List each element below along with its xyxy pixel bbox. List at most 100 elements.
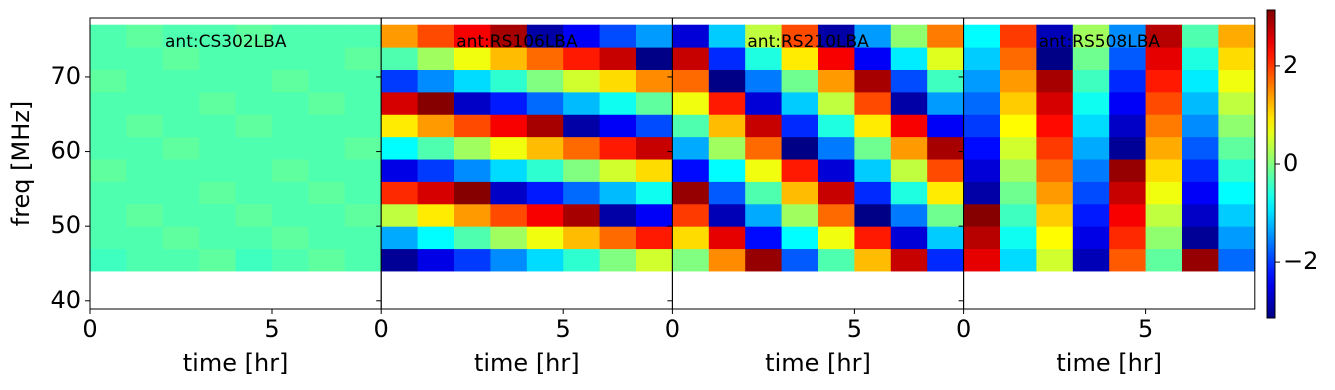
- y-tick-label: 40: [50, 286, 81, 314]
- heatmap-cell: [781, 91, 819, 115]
- heatmap-cell: [1109, 136, 1147, 160]
- heatmap-cell: [563, 248, 601, 272]
- heatmap-cell: [708, 114, 746, 138]
- heatmap-cell: [454, 181, 491, 205]
- heatmap-cell: [745, 181, 783, 205]
- heatmap-cell: [563, 91, 601, 115]
- panel-title: ant:CS302LBA: [165, 32, 287, 52]
- heatmap-cell: [963, 136, 1001, 160]
- x-tick-label: 0: [82, 315, 97, 343]
- heatmap-cell: [381, 24, 419, 48]
- heatmap-cell: [90, 181, 127, 205]
- heatmap-cell: [1109, 203, 1147, 227]
- heatmap-cell: [1036, 136, 1074, 160]
- heatmap-cell: [1072, 248, 1110, 272]
- heatmap-cell: [854, 91, 892, 115]
- heatmap-cell: [526, 114, 564, 138]
- heatmap-cell: [344, 226, 382, 250]
- heatmap-cell: [272, 69, 309, 93]
- heatmap-cell: [199, 24, 237, 48]
- heatmap-cell: [636, 226, 673, 250]
- heatmap-cell: [1218, 181, 1256, 205]
- heatmap-cell: [90, 136, 127, 160]
- heatmap-cell: [599, 181, 637, 205]
- heatmap-cell: [344, 159, 382, 182]
- heatmap-cell: [636, 159, 673, 182]
- heatmap-cell: [1182, 136, 1219, 160]
- heatmap-cell: [272, 114, 309, 138]
- x-tick-label: 5: [1138, 315, 1153, 343]
- plot-frame: [963, 17, 1256, 310]
- heatmap-cell: [199, 91, 237, 115]
- heatmap-cell: [963, 181, 1001, 205]
- heatmap-cell: [344, 181, 382, 205]
- heatmap-cell: [126, 159, 164, 182]
- heatmap-cell: [599, 159, 637, 182]
- heatmap-cell: [745, 159, 783, 182]
- heatmap-cell: [235, 181, 273, 205]
- heatmap-cell: [526, 136, 564, 160]
- heatmap-cell: [818, 91, 855, 115]
- heatmap-cell: [344, 24, 382, 48]
- heatmap-cell: [1109, 91, 1147, 115]
- heatmap-cell: [272, 226, 309, 250]
- heatmap-cell: [90, 91, 127, 115]
- heatmap-cell: [708, 136, 746, 160]
- heatmap-cell: [781, 24, 819, 48]
- heatmap-cell: [854, 248, 892, 272]
- heatmap-cell: [563, 114, 601, 138]
- heatmap-cell: [745, 226, 783, 250]
- heatmap-cell: [818, 248, 855, 272]
- heatmap-cell: [927, 136, 965, 160]
- heatmap-cell: [1145, 159, 1183, 182]
- heatmap-cell: [308, 248, 346, 272]
- heatmap-cell: [454, 136, 491, 160]
- heatmap-cell: [162, 24, 200, 48]
- heatmap-cell: [235, 47, 273, 70]
- heatmap-cell: [526, 69, 564, 93]
- heatmap-cell: [1109, 226, 1147, 250]
- heatmap-cell: [781, 69, 819, 93]
- heatmap-cell: [781, 181, 819, 205]
- heatmap-cell: [563, 69, 601, 93]
- heatmap-cell: [1182, 69, 1219, 93]
- heatmap-cell: [1145, 181, 1183, 205]
- heatmap-cell: [708, 159, 746, 182]
- heatmap-cell: [599, 47, 637, 70]
- heatmap-cell: [1109, 181, 1147, 205]
- heatmap-cell: [344, 69, 382, 93]
- heatmap-cell: [818, 69, 855, 93]
- heatmap-cell: [745, 248, 783, 272]
- heatmap-cell: [1182, 203, 1219, 227]
- heatmap-cell: [454, 24, 491, 48]
- heatmap-cell: [1109, 159, 1147, 182]
- x-tick-label: 5: [264, 315, 279, 343]
- heatmap-cell: [927, 47, 965, 70]
- heatmap-cell: [708, 181, 746, 205]
- heatmap-cell: [599, 24, 637, 48]
- heatmap-cell: [1109, 248, 1147, 272]
- heatmap-cell: [1218, 248, 1256, 272]
- heatmap-cell: [490, 159, 528, 182]
- heatmap-cell: [90, 69, 127, 93]
- heatmap-cell: [526, 91, 564, 115]
- heatmap-cell: [672, 69, 710, 93]
- heatmap-cell: [381, 136, 419, 160]
- y-axis-label: freq [MHz]: [7, 101, 35, 227]
- heatmap-cell: [417, 159, 455, 182]
- heatmap-cell: [1000, 181, 1037, 205]
- heatmap-cell: [781, 248, 819, 272]
- heatmap-cell: [672, 47, 710, 70]
- heatmap-cell: [417, 24, 455, 48]
- x-tick-label: 0: [956, 315, 971, 343]
- heatmap-cell: [818, 47, 855, 70]
- heatmap-cell: [563, 203, 601, 227]
- heatmap-cell: [672, 136, 710, 160]
- heatmap-cell: [963, 24, 1001, 48]
- heatmap-cell: [1036, 226, 1074, 250]
- heatmap-cell: [1218, 159, 1256, 182]
- heatmap-cell: [126, 114, 164, 138]
- heatmap-cell: [417, 203, 455, 227]
- heatmap-cell: [199, 203, 237, 227]
- heatmap-cell: [308, 136, 346, 160]
